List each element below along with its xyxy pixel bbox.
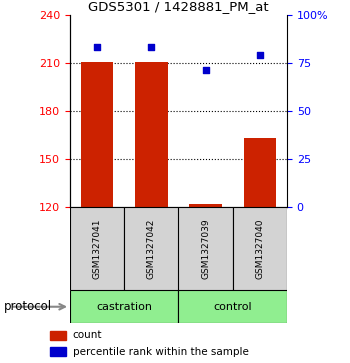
Title: GDS5301 / 1428881_PM_at: GDS5301 / 1428881_PM_at (88, 0, 269, 13)
Text: GSM1327039: GSM1327039 (201, 218, 210, 279)
Bar (70, 290, 178, 323)
Text: GSM1327041: GSM1327041 (93, 219, 101, 279)
Text: castration: castration (96, 302, 152, 312)
Text: control: control (214, 302, 252, 312)
Text: count: count (73, 330, 102, 340)
Text: GSM1327040: GSM1327040 (256, 219, 264, 279)
Bar (178, 290, 287, 323)
Point (94, 44, 100, 50)
Bar (189, 204, 222, 207)
Bar (81, 62, 113, 207)
Bar (244, 138, 276, 207)
Bar (124, 207, 178, 290)
Bar (50, 347, 66, 356)
Text: protocol: protocol (4, 300, 52, 313)
Point (203, 68, 208, 73)
Point (148, 44, 154, 50)
Bar (70, 207, 124, 290)
Text: GSM1327042: GSM1327042 (147, 219, 156, 279)
Bar (233, 207, 287, 290)
Bar (50, 331, 66, 340)
Bar (135, 62, 168, 207)
Text: percentile rank within the sample: percentile rank within the sample (73, 347, 248, 356)
Point (257, 52, 262, 58)
Bar (178, 207, 233, 290)
